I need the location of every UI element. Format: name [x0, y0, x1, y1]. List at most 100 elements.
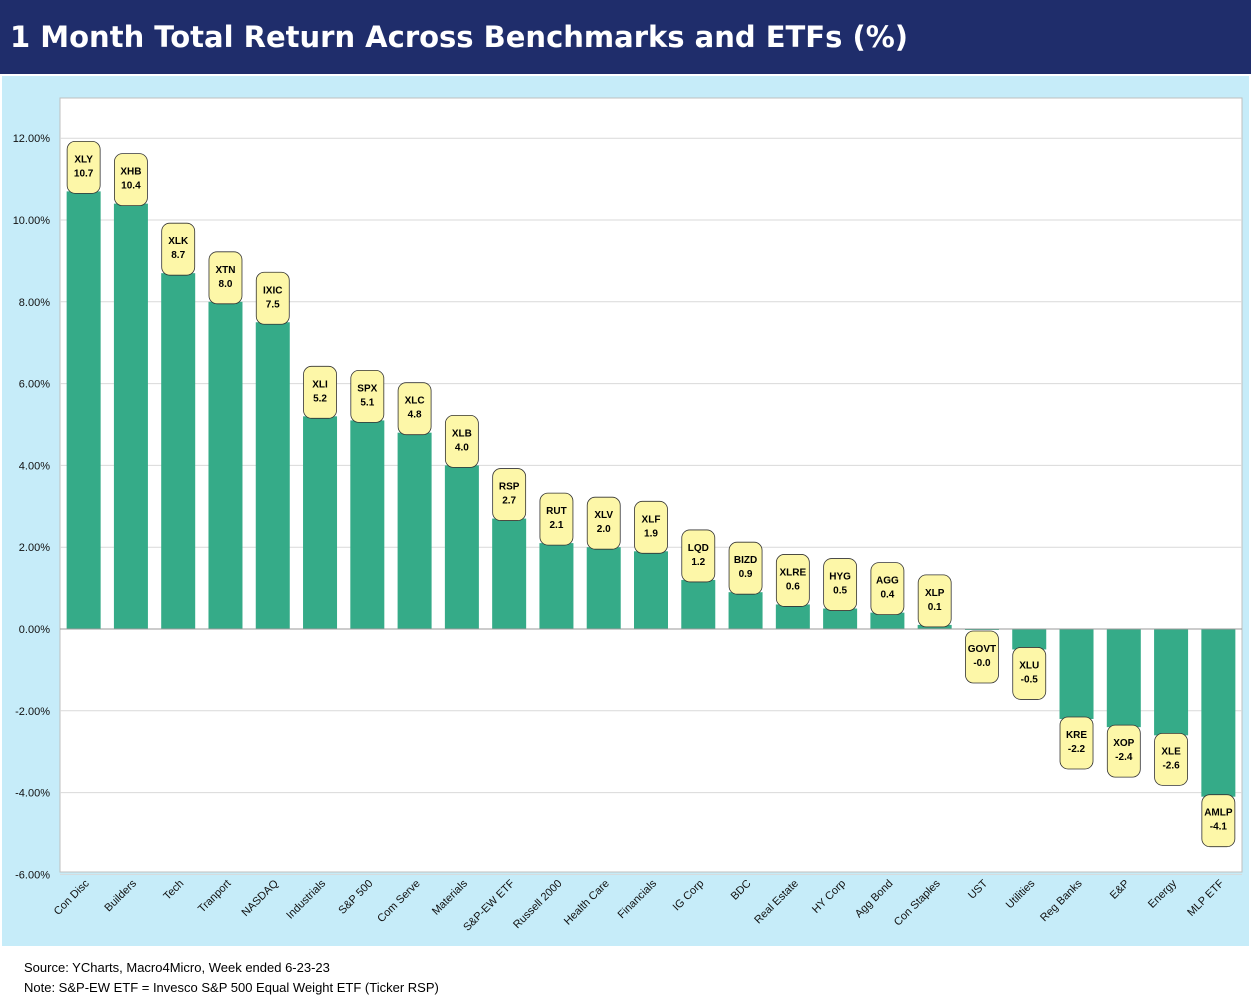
x-tick-label: Health Care [562, 878, 612, 928]
data-label-value: 8.7 [171, 250, 185, 261]
bar-xlc [397, 432, 432, 629]
data-label-box [350, 370, 385, 423]
x-tick-label: Tech [161, 878, 186, 903]
data-label-value: 2.7 [502, 496, 516, 507]
x-tick-label: Utilities [1004, 877, 1038, 911]
data-label-box [255, 271, 290, 325]
data-label-ticker: BIZD [734, 555, 757, 566]
data-label-ticker: SPX [357, 383, 377, 394]
x-tick-label: Reg Banks [1038, 877, 1085, 924]
bar-amlp [1201, 629, 1236, 797]
data-label-value: -0.5 [1021, 674, 1039, 685]
data-label-value: 4.8 [408, 410, 422, 421]
bar-xlf [634, 551, 668, 629]
data-label-box [1106, 724, 1141, 778]
data-label-value: -2.4 [1115, 752, 1133, 763]
data-label-value: 0.6 [786, 581, 800, 592]
data-label-ticker: XLU [1019, 660, 1039, 671]
bar-xlb [444, 465, 479, 629]
data-label-value: -0.0 [973, 658, 991, 669]
data-label-box [66, 140, 101, 194]
bar-xlre [775, 604, 810, 629]
bar-xle [1154, 629, 1189, 736]
data-label-ticker: XLE [1161, 746, 1181, 757]
bar-xlv [586, 547, 621, 629]
x-tick-label: IG Corp [671, 878, 707, 914]
x-tick-label: Industrials [284, 877, 328, 921]
bar-spx [350, 420, 385, 629]
data-label-value: 0.9 [739, 569, 753, 580]
y-tick-label: 4.00% [19, 460, 50, 472]
x-tick-label: BDC [729, 878, 754, 903]
bar-xhb [113, 203, 148, 629]
chart-title: 1 Month Total Return Across Benchmarks a… [0, 0, 1251, 74]
bar-xly [66, 191, 101, 629]
data-label-ticker: AMLP [1204, 808, 1233, 819]
y-tick-label: 0.00% [19, 624, 50, 636]
data-label-box [1059, 716, 1094, 770]
bar-xlu [1012, 629, 1047, 650]
x-tick-label: NASDAQ [240, 877, 282, 919]
data-label-ticker: XLC [405, 396, 425, 407]
bar-xli [303, 416, 338, 629]
data-label-value: 8.0 [219, 279, 233, 290]
data-label-ticker: XLRE [780, 567, 807, 578]
data-label-value: 7.5 [266, 299, 280, 310]
data-label-box [634, 500, 668, 554]
y-tick-label: -2.00% [15, 706, 50, 718]
x-tick-label: Com Serve [375, 878, 422, 925]
data-label-box [586, 496, 621, 550]
y-tick-label: 8.00% [19, 297, 50, 309]
data-label-box [775, 554, 810, 607]
data-label-value: 1.9 [644, 528, 658, 539]
data-label-value: 0.1 [928, 602, 942, 613]
bar-xlk [161, 273, 196, 629]
data-label-ticker: XLI [312, 379, 328, 390]
data-label-box [965, 630, 999, 684]
data-label-box [397, 382, 432, 436]
data-label-ticker: GOVT [968, 644, 996, 655]
bar-lqd [681, 579, 716, 629]
data-label-value: 1.2 [691, 557, 705, 568]
data-label-value: 0.4 [880, 590, 894, 601]
data-label-ticker: XLP [925, 588, 945, 599]
bar-xtn [208, 301, 243, 629]
data-label-value: 2.0 [597, 524, 611, 535]
x-tick-label: Con Staples [892, 877, 943, 928]
bar-rsp [492, 518, 527, 629]
source-note: Source: YCharts, Macro4Micro, Week ended… [24, 960, 330, 975]
x-tick-label: MLP ETF [1185, 877, 1226, 918]
bar-xop [1106, 629, 1141, 728]
x-tick-label: HY Corp [810, 878, 848, 916]
bar-agg [870, 612, 905, 629]
data-label-value: -2.6 [1162, 760, 1180, 771]
data-label-value: -4.1 [1210, 822, 1228, 833]
bar-kre [1059, 629, 1094, 719]
data-label-ticker: LQD [688, 543, 709, 554]
data-label-box [539, 492, 574, 546]
data-label-ticker: XTN [215, 265, 235, 276]
data-label-ticker: XLF [642, 514, 661, 525]
data-label-box [681, 529, 716, 583]
data-label-ticker: AGG [876, 576, 899, 587]
data-label-box [1201, 794, 1236, 848]
x-tick-label: S&P 500 [336, 878, 375, 917]
data-label-box [917, 574, 952, 628]
data-label-box [114, 153, 148, 207]
data-label-value: 0.5 [833, 586, 847, 597]
data-label-box [870, 562, 905, 616]
data-label-ticker: XLV [594, 510, 613, 521]
data-label-ticker: XOP [1113, 738, 1134, 749]
bar-hyg [823, 608, 858, 629]
x-tick-label: E&P [1108, 878, 1132, 902]
bar-ixic [255, 322, 290, 629]
chart-footer: Source: YCharts, Macro4Micro, Week ended… [2, 948, 1249, 1000]
y-tick-label: 12.00% [13, 133, 51, 145]
x-tick-label: Con Disc [52, 877, 92, 917]
data-label-box [303, 365, 337, 419]
data-label-box [1012, 647, 1047, 700]
data-label-box [492, 468, 527, 521]
data-label-ticker: XLB [452, 428, 472, 439]
data-label-value: 10.7 [74, 168, 94, 179]
bar-bizd [728, 592, 763, 629]
